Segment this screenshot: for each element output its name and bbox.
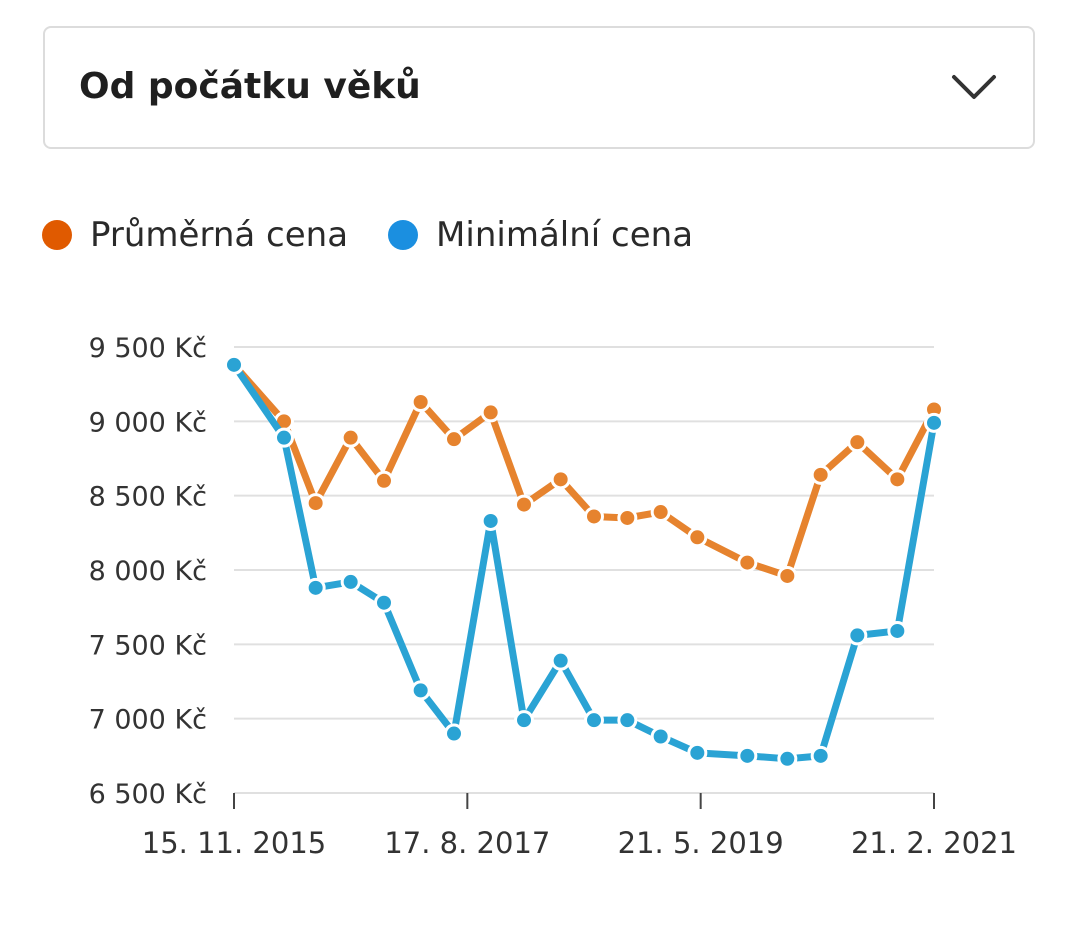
data-point-min [480,510,501,531]
data-point-min [410,680,431,701]
legend-item-min[interactable]: Minimální cena [388,215,693,255]
series-line-min [230,361,938,763]
data-point-avg [444,429,464,450]
period-dropdown-label: Od počátku věků [79,66,421,107]
data-point-avg [737,552,758,573]
data-point-min [374,592,394,613]
period-dropdown[interactable]: Od počátku věků [43,26,1035,149]
data-point-avg [514,494,534,515]
legend-label-min: Minimální cena [436,215,694,255]
data-point-min [687,742,708,763]
data-point-avg [584,506,604,527]
y-tick-label: 9 500 Kč [89,333,207,364]
legend-label-avg: Průměrná cena [90,215,349,255]
data-point-avg [550,469,571,490]
x-tick-label: 21. 5. 2019 [618,826,784,860]
data-point-min [810,745,831,766]
data-point-avg [340,427,361,448]
price-chart: 9 500 Kč 9 000 Kč 8 500 Kč 8 000 Kč 7 500 Kč… [89,333,1017,860]
data-point-min [617,710,638,731]
x-tick-label: 15. 11. 2015 [142,826,326,860]
y-tick-label: 8 000 Kč [89,556,207,587]
data-point-min [847,625,868,646]
data-point-min [305,577,326,598]
data-point-avg [687,527,708,548]
data-point-min [274,427,294,448]
data-point-avg [810,464,831,485]
legend-dot-min [388,220,419,250]
data-point-avg [617,507,638,528]
data-point-avg [650,502,671,523]
x-tick-label: 21. 2. 2021 [851,826,1017,860]
data-point-avg [777,565,798,586]
x-tick-label: 17. 8. 2017 [384,826,550,860]
y-tick-label: 8 500 Kč [89,482,207,513]
data-point-min [444,723,464,744]
data-point-avg [410,392,431,413]
data-point-min [737,745,758,766]
data-point-min [224,354,244,375]
data-point-avg [305,493,326,514]
y-tick-label: 6 500 Kč [89,779,207,810]
chevron-down-icon [952,75,996,99]
data-point-min [584,710,604,731]
data-point-min [777,748,798,769]
data-point-min [887,620,908,641]
data-point-min [924,412,944,433]
legend-item-avg[interactable]: Průměrná cena [42,215,348,255]
data-point-min [650,726,671,747]
y-tick-label: 7 000 Kč [89,705,207,736]
y-tick-label: 7 500 Kč [89,630,207,661]
data-point-avg [847,432,868,453]
data-point-min [514,710,534,731]
data-point-avg [887,469,908,490]
legend-dot-avg [42,220,72,250]
y-tick-label: 9 000 Kč [89,407,207,438]
data-point-avg [480,402,501,423]
data-point-avg [374,470,394,491]
chart-legend: Průměrná cena Minimální cena [42,215,733,255]
data-point-min [550,650,571,671]
data-point-min [340,571,361,592]
